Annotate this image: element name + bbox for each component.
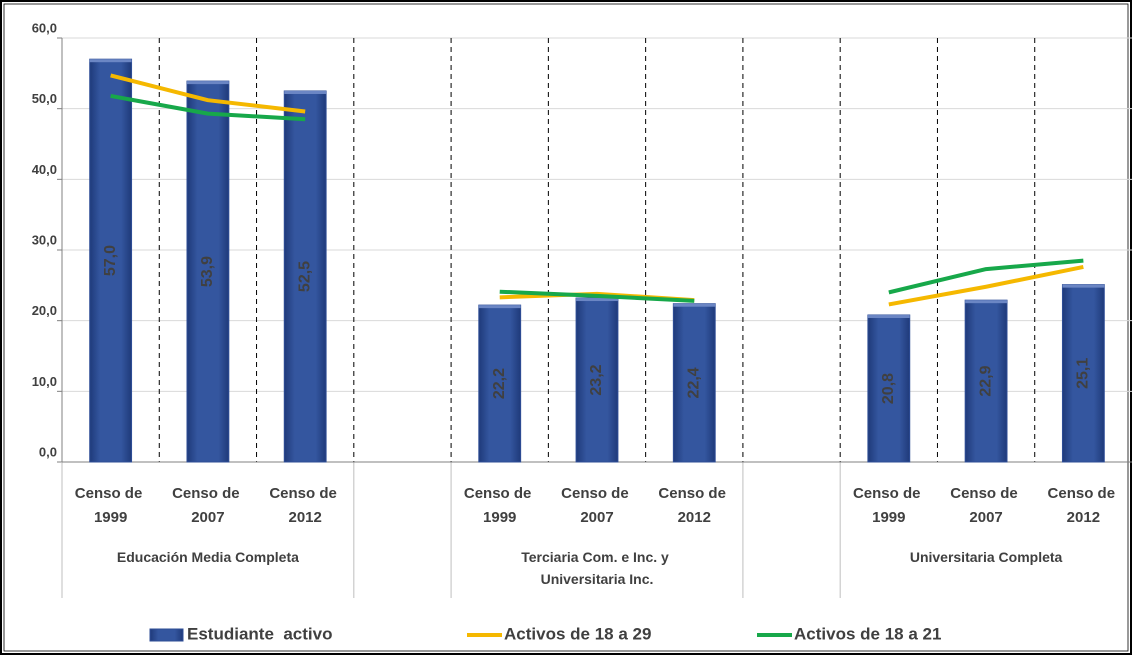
bar [89,58,133,463]
legend-label: Estudiante activo [187,624,332,643]
bar-top [867,315,910,319]
bar [186,80,230,463]
bar-top [576,298,618,302]
group-label: Educación Media Completa [117,549,299,565]
x-tick-label: Censo de 1999 [464,485,536,526]
x-tick-label: Censo de 2007 [950,485,1022,526]
y-tick-label: 10,0 [32,374,57,389]
group-label: Terciaria Com. e Inc. y Universitaria In… [521,549,672,587]
line [110,93,1084,303]
bar [478,304,522,463]
bar-top [478,305,521,309]
y-tick-label: 60,0 [32,20,57,35]
y-tick-label: 30,0 [32,232,57,247]
data-label: 53,9 [199,256,216,287]
group-label: Universitaria Completa [910,549,1063,565]
data-label: 25,1 [1075,358,1092,389]
data-label: 52,5 [296,261,313,292]
bar [964,299,1008,463]
data-label: 23,2 [588,364,605,395]
bar-top [284,91,327,94]
data-label: 22,9 [977,365,994,396]
x-tick-label: Censo de 2012 [1048,485,1120,526]
chart-inner-border [3,3,1129,652]
bar-top [186,81,229,85]
bar [867,314,911,463]
bar [575,297,619,463]
data-label: 22,4 [685,367,702,398]
bar-top [673,303,716,307]
data-label: 22,2 [491,368,508,399]
bar-top [89,59,132,63]
x-tick-label: Censo de 2012 [269,485,341,526]
y-tick-label: 40,0 [32,162,57,177]
data-label: 20,8 [880,373,897,404]
x-tick-label: Censo de 1999 [853,485,925,526]
data-label: 57,0 [102,245,119,276]
y-tick-label: 20,0 [32,303,57,318]
bar [1061,284,1105,463]
legend-label: Activos de 18 a 21 [794,624,941,643]
y-tick-label: 50,0 [32,91,57,106]
bar [283,90,327,463]
line [110,73,1084,307]
legend-swatch [149,628,184,642]
x-tick-label: Censo de 2012 [658,485,730,526]
y-tick-label: 0,0 [39,444,57,459]
x-tick-label: Censo de 1999 [75,485,147,526]
x-tick-label: Censo de 2007 [172,485,244,526]
legend-label: Activos de 18 a 29 [504,624,651,643]
bar-top [965,300,1008,304]
x-tick-label: Censo de 2007 [561,485,633,526]
bar-top [1062,284,1105,288]
